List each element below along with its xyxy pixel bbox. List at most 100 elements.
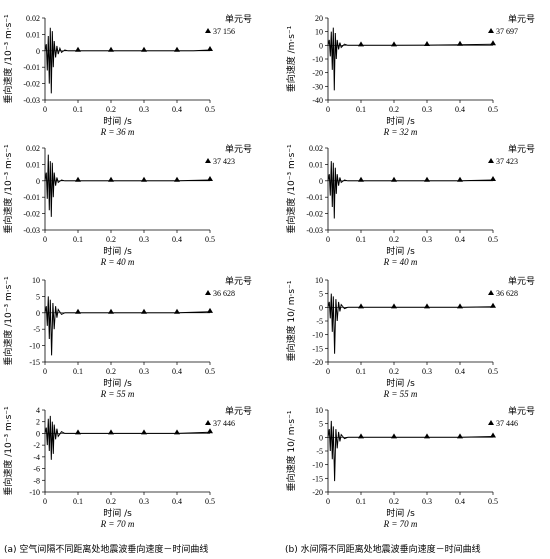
legend-title: 单元号 — [225, 275, 252, 287]
data-point-marker — [457, 40, 463, 46]
data-point-marker — [108, 308, 114, 314]
x-tick-label: 0.1 — [73, 105, 83, 114]
y-tick-label: 10 — [32, 276, 40, 285]
legend-label: 37 446 — [213, 419, 235, 428]
x-tick-label: 0 — [326, 235, 330, 244]
x-axis-label: 时间 /s — [386, 377, 415, 389]
x-tick-label: 0.2 — [106, 497, 116, 506]
legend-marker — [205, 158, 211, 163]
data-point-marker — [174, 429, 180, 435]
distance-label: R = 55 m — [100, 389, 135, 399]
x-tick-label: 0.4 — [455, 367, 465, 376]
y-tick-label: 0 — [36, 429, 40, 438]
chart-panel-a4: -10 -8 -6 -4 -2 0 2 4 0 0.1 0.2 0.3 0.4 0.5 时间 /sR = 7… — [2, 405, 252, 529]
data-point-marker — [490, 40, 496, 46]
data-point-marker — [457, 176, 463, 182]
y-tick-label: -5 — [316, 447, 323, 456]
legend-marker — [205, 420, 211, 425]
data-point-marker — [490, 302, 496, 308]
distance-label: R = 70 m — [383, 519, 418, 529]
data-point-marker — [424, 303, 430, 309]
data-point-marker — [75, 308, 81, 314]
x-tick-label: 0.5 — [488, 235, 498, 244]
y-tick-label: 0.01 — [26, 160, 40, 169]
data-point-marker — [457, 303, 463, 309]
x-tick-label: 0 — [43, 367, 47, 376]
data-point-marker — [108, 176, 114, 182]
legend-label: 36 628 — [496, 289, 518, 298]
data-point-marker — [75, 429, 81, 435]
y-tick-label: 2 — [36, 418, 40, 427]
distance-label: R = 55 m — [383, 389, 418, 399]
y-tick-label: 0 — [319, 433, 323, 442]
distance-label: R = 32 m — [383, 127, 418, 137]
series-line — [327, 161, 494, 219]
x-tick-label: 0.2 — [389, 105, 399, 114]
y-tick-label: 10 — [315, 406, 323, 415]
y-axis-label: 垂向速度 10/ m·s⁻¹ — [285, 410, 297, 491]
x-tick-label: 0.1 — [356, 105, 366, 114]
x-tick-label: 0.4 — [172, 367, 182, 376]
x-tick-label: 0.3 — [422, 235, 432, 244]
x-tick-label: 0 — [326, 105, 330, 114]
data-point-marker — [207, 428, 213, 434]
x-tick-label: 0.4 — [172, 497, 182, 506]
y-axis-label: 垂向速度 /10⁻³ m·s⁻¹ — [2, 406, 14, 496]
y-tick-label: -10 — [312, 331, 323, 340]
data-point-marker — [141, 46, 147, 52]
x-tick-label: 0.5 — [488, 497, 498, 506]
legend-label: 36 628 — [213, 289, 235, 298]
y-tick-label: -0.03 — [23, 226, 40, 235]
x-tick-label: 0.2 — [389, 367, 399, 376]
data-point-marker — [457, 433, 463, 439]
y-tick-label: -2 — [33, 441, 40, 450]
data-point-marker — [141, 176, 147, 182]
legend-marker — [488, 28, 494, 33]
x-tick-label: 0.3 — [422, 497, 432, 506]
y-axis-label: 垂向速度 10/ m·s⁻¹ — [285, 280, 297, 361]
y-axis-label: 垂向速度 /10⁻³ m·s⁻¹ — [2, 144, 14, 234]
figure-caption-a: (a) 空气间隔不同距离处地震波垂向速度－时间曲线 — [4, 543, 208, 555]
data-point-marker — [75, 176, 81, 182]
x-tick-label: 0 — [43, 235, 47, 244]
y-tick-label: 4 — [36, 406, 40, 415]
distance-label: R = 70 m — [100, 519, 135, 529]
x-tick-label: 0.1 — [73, 235, 83, 244]
legend-marker — [488, 158, 494, 163]
y-tick-label: 5 — [36, 292, 40, 301]
x-axis-label: 时间 /s — [103, 245, 132, 257]
y-tick-label: 10 — [315, 276, 323, 285]
y-tick-label: -10 — [29, 488, 40, 497]
x-tick-label: 0.5 — [205, 105, 215, 114]
y-tick-label: -0.01 — [306, 193, 323, 202]
y-tick-label: 0.01 — [26, 30, 40, 39]
y-tick-label: -6 — [33, 465, 40, 474]
data-point-marker — [490, 432, 496, 438]
x-tick-label: 0.5 — [488, 367, 498, 376]
y-tick-label: 0 — [319, 41, 323, 50]
legend-label: 37 446 — [496, 419, 518, 428]
y-tick-label: 10 — [315, 28, 323, 37]
y-tick-label: 20 — [315, 14, 323, 23]
x-tick-label: 0.1 — [356, 235, 366, 244]
legend-title: 单元号 — [508, 143, 535, 155]
y-tick-label: -20 — [312, 69, 323, 78]
series-line — [327, 293, 494, 354]
data-point-marker — [141, 429, 147, 435]
x-tick-label: 0.3 — [139, 235, 149, 244]
series-line — [44, 154, 211, 217]
legend-title: 单元号 — [225, 143, 252, 155]
data-point-marker — [108, 429, 114, 435]
y-tick-label: -10 — [312, 55, 323, 64]
x-axis-label: 时间 /s — [386, 115, 415, 127]
y-tick-label: -0.01 — [23, 63, 40, 72]
y-tick-label: -30 — [312, 82, 323, 91]
x-tick-label: 0.2 — [106, 235, 116, 244]
distance-label: R = 40 m — [383, 257, 418, 267]
data-point-marker — [174, 308, 180, 314]
data-point-marker — [490, 175, 496, 181]
y-tick-label: 5 — [319, 290, 323, 299]
legend-title: 单元号 — [225, 405, 252, 417]
data-point-marker — [358, 433, 364, 439]
